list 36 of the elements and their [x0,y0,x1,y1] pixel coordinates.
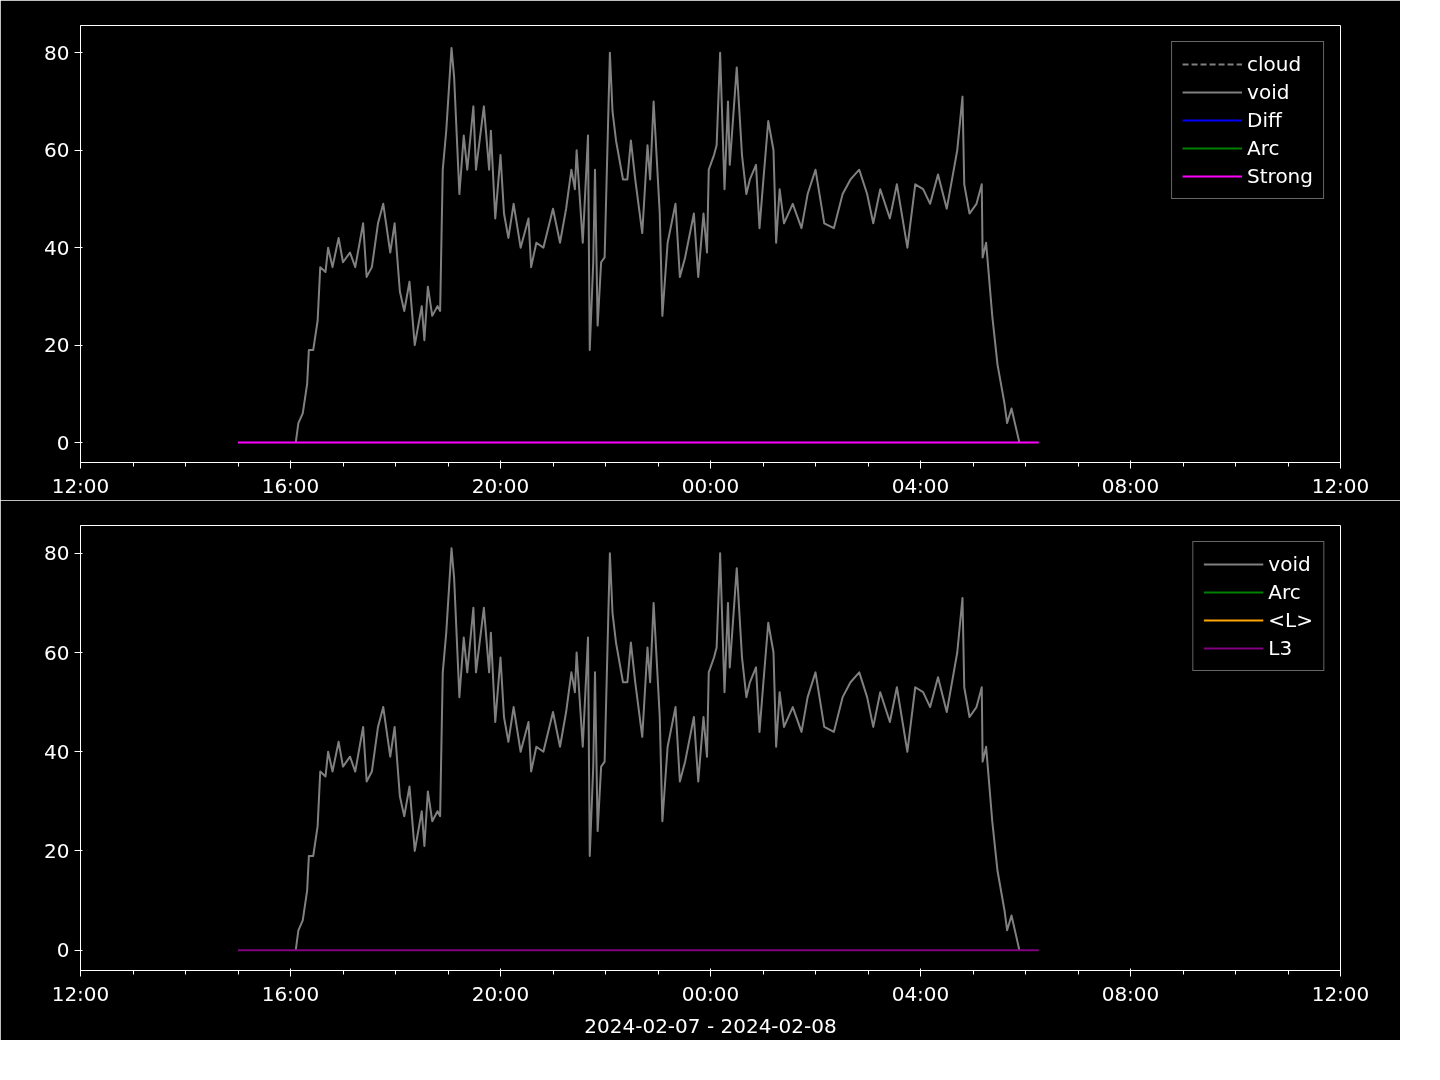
x-tick-label: 20:00 [471,473,530,498]
y-tick-label: 80 [44,40,70,65]
y-tick-label: 20 [44,333,70,358]
y-tick-label: 40 [44,739,70,764]
x-tick-label: 00:00 [681,473,740,498]
x-tick-label: 04:00 [891,473,950,498]
legend-label: Arc [1247,136,1280,160]
y-tick-label: 80 [44,541,70,566]
x-tick-label: 08:00 [1101,473,1160,498]
y-tick-label: 0 [56,938,70,963]
x-tick-label: 16:00 [261,981,320,1006]
x-tick-label: 08:00 [1101,981,1160,1006]
legend-label: Strong [1247,164,1313,188]
x-tick-label: 12:00 [1311,473,1370,498]
x-tick-label: 00:00 [681,981,740,1006]
legend-label: cloud [1247,52,1302,76]
x-axis-title: 2024-02-07 - 2024-02-08 [584,1013,837,1038]
y-tick-label: 20 [44,838,70,863]
x-tick-label: 12:00 [1311,981,1370,1006]
x-tick-label: 20:00 [471,981,530,1006]
y-tick-label: 0 [56,430,70,455]
legend-label: Arc [1268,580,1301,604]
y-tick-label: 60 [44,138,70,163]
line-series [294,547,1021,952]
x-tick-label: 04:00 [891,981,950,1006]
y-tick-label: 40 [44,235,70,260]
x-tick-label: 16:00 [261,473,320,498]
legend-label: void [1268,552,1311,576]
x-tick-label: 12:00 [51,473,110,498]
legend-label: L3 [1268,636,1293,660]
y-tick-label: 60 [44,640,70,665]
legend-label: void [1247,80,1290,104]
x-tick-label: 12:00 [51,981,110,1006]
legend-label: Diff [1247,108,1282,132]
legend-label: <L> [1268,608,1313,632]
line-series [294,46,1021,444]
